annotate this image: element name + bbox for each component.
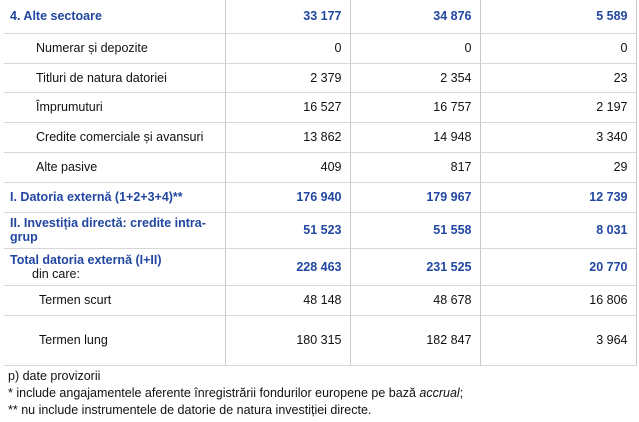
footnote-end: ; (459, 386, 464, 400)
footnote-text: ** nu include instrumentele de datorie d… (8, 403, 372, 417)
row-label: II. Investiția directă: credite intra-gr… (10, 216, 206, 244)
row-label: Împrumuturi (36, 100, 103, 114)
value-cell: 29 (480, 152, 637, 183)
value-cell: 228 463 (225, 248, 351, 286)
footnote: ** nu include instrumentele de datorie d… (8, 402, 463, 419)
value-cell: 12 739 (480, 182, 637, 213)
row-label-cell: 4. Alte sectoare (4, 0, 226, 34)
value-cell: 48 148 (225, 285, 351, 316)
value-cell: 180 315 (225, 315, 351, 366)
value-cell: 16 757 (350, 92, 481, 123)
value-cell: 817 (350, 152, 481, 183)
row-label: I. Datoria externă (1+2+3+4)** (10, 190, 183, 204)
value-cell: 16 527 (225, 92, 351, 123)
row-label: Credite comerciale și avansuri (36, 130, 204, 144)
row-label: 4. Alte sectoare (10, 9, 102, 24)
row-label-cell: Titluri de natura datoriei (4, 63, 226, 93)
value-cell: 16 806 (480, 285, 637, 316)
row-label-cell: Împrumuturi (4, 92, 226, 123)
value-cell: 179 967 (350, 182, 481, 213)
row-label-cell: Numerar și depozite (4, 33, 226, 64)
footnote-italic: accrual (419, 386, 460, 400)
value-cell: 2 379 (225, 63, 351, 93)
row-label-cell: Termen scurt (4, 285, 226, 316)
value-cell: 34 876 (350, 0, 481, 34)
value-cell: 0 (350, 33, 481, 64)
row-label-cell: II. Investiția directă: credite intra-gr… (4, 212, 226, 249)
value-cell: 48 678 (350, 285, 481, 316)
table-row: Numerar și depozite 0 0 0 (4, 33, 637, 64)
table-row: Credite comerciale și avansuri 13 862 14 9… (4, 122, 637, 153)
table-row: Total datoria externă (I+II) din care: 228… (4, 248, 637, 286)
table-row: Împrumuturi 16 527 16 757 2 197 (4, 92, 637, 123)
table-row: Termen scurt 48 148 48 678 16 806 (4, 285, 637, 316)
debt-table: 4. Alte sectoare 33 177 34 876 5 589 Numerar… (4, 0, 637, 366)
row-label: Alte pasive (36, 160, 98, 174)
value-cell: 33 177 (225, 0, 351, 34)
row-label: Termen lung (39, 333, 108, 347)
table-container: 4. Alte sectoare 33 177 34 876 5 589 Numerar… (4, 0, 637, 366)
row-label-cell: Credite comerciale și avansuri (4, 122, 226, 153)
value-cell: 13 862 (225, 122, 351, 153)
row-sublabel: din care: (32, 266, 80, 281)
value-cell: 0 (225, 33, 351, 64)
value-cell: 8 031 (480, 212, 637, 249)
value-cell: 20 770 (480, 248, 637, 286)
value-cell: 409 (225, 152, 351, 183)
table-row: I. Datoria externă (1+2+3+4)** 176 940 179… (4, 182, 637, 213)
row-label: Numerar și depozite (36, 41, 148, 55)
row-label-cell: Termen lung (4, 315, 226, 366)
row-label-cell: Total datoria externă (I+II) din care: (4, 248, 226, 286)
value-cell: 5 589 (480, 0, 637, 34)
footnote: p) date provizorii (8, 368, 463, 385)
value-cell: 231 525 (350, 248, 481, 286)
value-cell: 51 558 (350, 212, 481, 249)
table-row: Termen lung 180 315 182 847 3 964 (4, 315, 637, 366)
row-label-cell: Alte pasive (4, 152, 226, 183)
value-cell: 23 (480, 63, 637, 93)
table-row: Alte pasive 409 817 29 (4, 152, 637, 183)
footnote: * include angajamentele aferente înregis… (8, 385, 463, 402)
footnote-text: p) date provizorii (8, 369, 101, 383)
value-cell: 3 340 (480, 122, 637, 153)
table-row: 4. Alte sectoare 33 177 34 876 5 589 (4, 0, 637, 34)
table-row: II. Investiția directă: credite intra-gr… (4, 212, 637, 249)
row-label: Termen scurt (39, 293, 112, 307)
value-cell: 3 964 (480, 315, 637, 366)
value-cell: 51 523 (225, 212, 351, 249)
footnotes: p) date provizorii * include angajamentel… (8, 368, 463, 419)
value-cell: 2 354 (350, 63, 481, 93)
value-cell: 182 847 (350, 315, 481, 366)
table-row: Titluri de natura datoriei 2 379 2 354 23 (4, 63, 637, 93)
row-label: Total datoria externă (I+II) (10, 252, 162, 267)
row-label-cell: I. Datoria externă (1+2+3+4)** (4, 182, 226, 213)
value-cell: 0 (480, 33, 637, 64)
row-label: Titluri de natura datoriei (36, 70, 167, 85)
value-cell: 14 948 (350, 122, 481, 153)
value-cell: 2 197 (480, 92, 637, 123)
value-cell: 176 940 (225, 182, 351, 213)
footnote-text: * include angajamentele aferente înregis… (8, 386, 420, 400)
